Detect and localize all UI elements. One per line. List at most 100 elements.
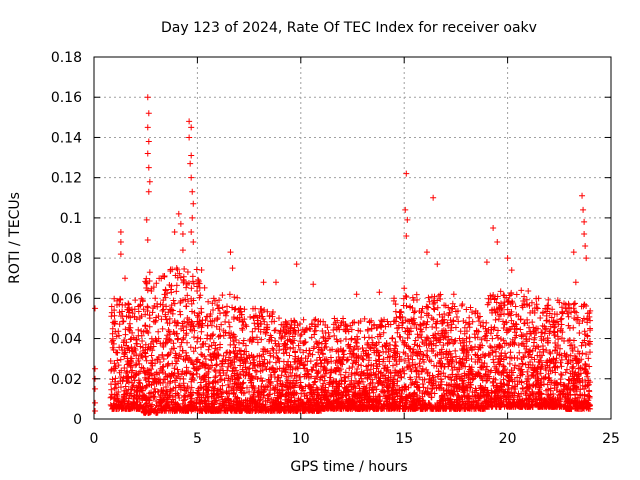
data-point (135, 326, 142, 333)
data-point (143, 357, 150, 364)
data-point (119, 308, 126, 315)
data-point (124, 370, 131, 377)
data-point (403, 294, 410, 301)
data-point (212, 373, 219, 380)
data-point (531, 339, 538, 346)
data-point (525, 287, 532, 294)
data-point (468, 356, 475, 363)
data-point (355, 346, 362, 353)
data-point (120, 396, 127, 403)
data-point (539, 343, 546, 350)
data-point (219, 292, 226, 299)
data-point (147, 407, 154, 414)
data-point (343, 357, 350, 364)
data-point (231, 294, 238, 301)
data-point (149, 309, 156, 316)
data-point (198, 344, 205, 351)
data-point (271, 327, 278, 334)
data-point (126, 307, 133, 314)
data-point (136, 360, 143, 367)
data-point (348, 335, 355, 342)
data-point (558, 363, 565, 370)
data-point (416, 360, 423, 367)
data-point (152, 318, 159, 325)
data-point (219, 304, 226, 311)
data-point (107, 358, 114, 365)
data-point (178, 371, 185, 378)
data-point (142, 376, 149, 383)
data-point (309, 366, 316, 373)
data-point (126, 320, 133, 327)
data-point (152, 335, 159, 342)
data-point (135, 308, 142, 315)
data-point (135, 332, 142, 339)
data-point (280, 358, 287, 365)
data-point (148, 381, 155, 388)
data-point (119, 318, 126, 325)
data-point (114, 349, 121, 356)
data-point (430, 305, 437, 312)
data-point (118, 399, 125, 406)
data-point (116, 309, 123, 316)
data-point (108, 338, 115, 345)
data-point (148, 288, 155, 295)
data-point (142, 401, 149, 408)
data-point (358, 362, 365, 369)
data-point (507, 349, 514, 356)
data-point (127, 357, 134, 364)
data-point (161, 273, 168, 280)
data-point (342, 336, 349, 343)
data-point (492, 316, 499, 323)
data-point (111, 391, 118, 398)
data-point (109, 330, 116, 337)
data-point (120, 374, 127, 381)
data-point (193, 370, 200, 377)
data-point (253, 368, 260, 375)
data-point (144, 367, 151, 374)
data-point (365, 334, 372, 341)
data-point (173, 288, 180, 295)
data-point (126, 405, 133, 412)
data-point (319, 350, 326, 357)
data-point (142, 311, 149, 318)
data-point (132, 346, 139, 353)
data-point (197, 379, 204, 386)
data-point (226, 323, 233, 330)
data-point (134, 389, 141, 396)
data-point (372, 357, 379, 364)
data-point (204, 332, 211, 339)
data-point (146, 371, 153, 378)
data-point (364, 326, 371, 333)
data-point (116, 344, 123, 351)
data-point (391, 295, 398, 302)
data-point (183, 364, 190, 371)
data-point (108, 309, 115, 316)
data-point (108, 366, 115, 373)
data-point (197, 335, 204, 342)
data-point (154, 356, 161, 363)
data-point (203, 313, 210, 320)
data-point (551, 324, 558, 331)
data-point (487, 343, 494, 350)
data-point (138, 364, 145, 371)
data-point (111, 295, 118, 302)
data-point (217, 372, 224, 379)
data-point (118, 367, 125, 374)
data-point (153, 280, 160, 287)
data-point (466, 324, 473, 331)
data-point (138, 313, 145, 320)
data-point (428, 315, 435, 322)
data-point (175, 392, 182, 399)
data-point (217, 332, 224, 339)
data-point (545, 296, 552, 303)
data-point (227, 341, 234, 348)
data-point (466, 314, 473, 321)
data-point (138, 387, 145, 394)
data-point (118, 405, 125, 412)
data-point (130, 382, 137, 389)
data-point (204, 322, 211, 329)
data-point (109, 335, 116, 342)
data-point (137, 343, 144, 350)
data-point (400, 302, 407, 309)
data-point (301, 365, 308, 372)
